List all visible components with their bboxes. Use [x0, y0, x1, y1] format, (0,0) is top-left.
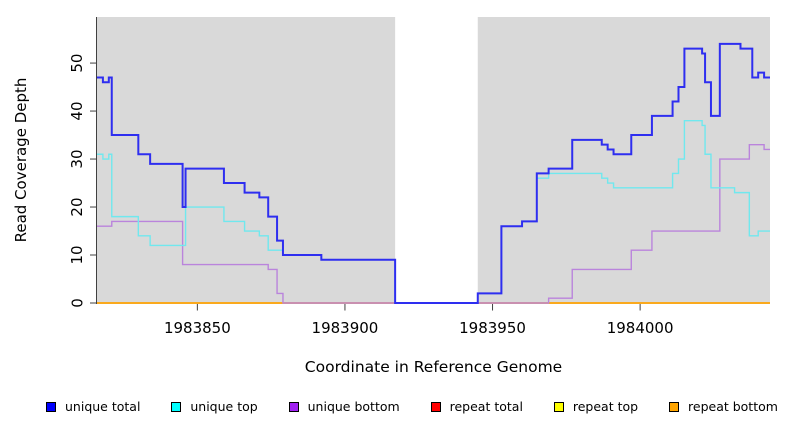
legend-label: repeat top: [572, 399, 639, 414]
x-tick-label: 1984000: [607, 319, 674, 337]
x-tick-label: 1983900: [312, 319, 379, 337]
series-line-unique-total: [97, 42, 770, 304]
legend-item-unique-top: unique top: [171, 399, 258, 414]
legend-label: unique bottom: [307, 399, 400, 414]
legend-item-repeat-total: repeat total: [430, 399, 523, 414]
legend-item-repeat-top: repeat top: [553, 399, 639, 414]
legend-label: unique top: [190, 399, 258, 414]
legend-item-unique-total: unique total: [46, 399, 140, 414]
legend-swatch: [46, 401, 56, 412]
legend-swatch: [430, 401, 441, 412]
y-tick-label: 30: [68, 149, 86, 168]
y-tick-label: 10: [68, 245, 86, 264]
legend-label: repeat total: [449, 399, 523, 414]
legend: unique total unique top unique bottom repea…: [46, 399, 778, 414]
legend-label: unique total: [65, 399, 141, 414]
legend-label: repeat bottom: [688, 399, 778, 414]
gap-band: [395, 17, 478, 304]
legend-item-unique-bottom: unique bottom: [288, 399, 400, 414]
legend-item-repeat-bottom: repeat bottom: [669, 399, 778, 414]
legend-swatch: [669, 401, 680, 412]
legend-swatch: [171, 401, 182, 412]
y-tick-label: 0: [68, 298, 86, 308]
legend-swatch: [288, 401, 299, 412]
x-tick-label: 1983950: [459, 319, 526, 337]
x-tick-label: 1983850: [164, 319, 231, 337]
legend-swatch: [553, 401, 564, 412]
y-axis-title: Read Coverage Depth: [12, 77, 30, 243]
series-line-unique-bottom: [97, 143, 770, 304]
x-axis-title: Coordinate in Reference Genome: [304, 358, 563, 376]
y-tick-label: 40: [68, 102, 86, 121]
y-tick-label: 50: [68, 54, 86, 73]
y-tick-label: 20: [68, 197, 86, 216]
plot-svg: 0 10 20 30 40 50 1983850 1983900 1983950 1984000: [68, 17, 770, 337]
